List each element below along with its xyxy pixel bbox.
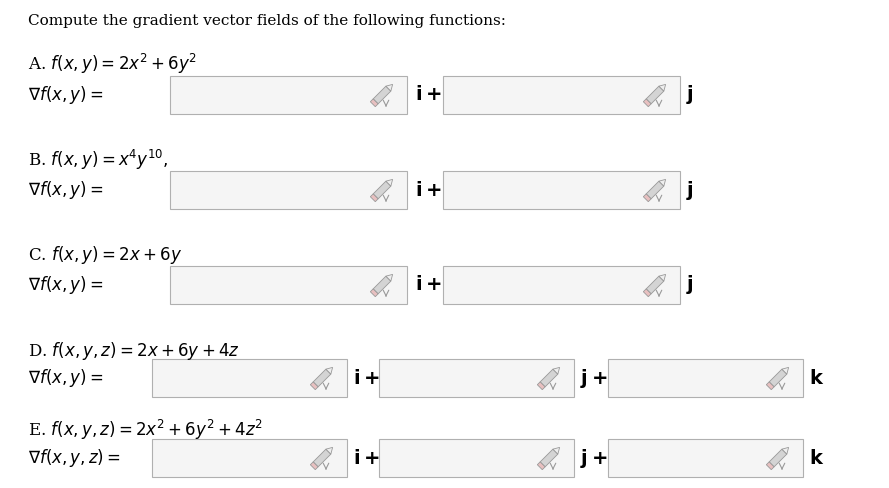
Polygon shape	[541, 369, 557, 387]
Polygon shape	[769, 449, 787, 467]
Text: $\mathbf{i+}$: $\mathbf{i+}$	[353, 448, 380, 468]
Polygon shape	[659, 84, 666, 91]
Polygon shape	[537, 462, 545, 469]
Polygon shape	[659, 180, 666, 186]
Polygon shape	[371, 194, 378, 202]
Text: $\mathbf{i+}$: $\mathbf{i+}$	[415, 85, 442, 104]
Text: $\mathbf{j}$: $\mathbf{j}$	[686, 83, 693, 106]
Polygon shape	[310, 462, 318, 469]
Polygon shape	[313, 369, 331, 387]
Polygon shape	[646, 276, 664, 294]
Polygon shape	[326, 367, 332, 374]
Text: $\mathbf{j+}$: $\mathbf{j+}$	[580, 366, 607, 389]
Bar	[152, 439, 347, 477]
Polygon shape	[386, 180, 393, 186]
Polygon shape	[766, 382, 774, 389]
Bar	[170, 76, 407, 114]
Polygon shape	[537, 382, 545, 389]
Text: $\nabla f(x, y) =$: $\nabla f(x, y) =$	[28, 84, 103, 106]
Polygon shape	[769, 369, 787, 387]
Text: $\mathbf{j}$: $\mathbf{j}$	[686, 179, 693, 202]
Text: $\mathbf{i+}$: $\mathbf{i+}$	[415, 276, 442, 294]
Polygon shape	[782, 367, 789, 374]
Polygon shape	[313, 449, 331, 467]
Text: D. $f(x, y, z) = 2x + 6y + 4z$: D. $f(x, y, z) = 2x + 6y + 4z$	[28, 340, 240, 362]
Text: $\mathbf{k}$: $\mathbf{k}$	[809, 368, 824, 387]
Polygon shape	[646, 86, 664, 104]
Text: Compute the gradient vector fields of the following functions:: Compute the gradient vector fields of th…	[28, 14, 506, 28]
Text: $\mathbf{j}$: $\mathbf{j}$	[686, 273, 693, 297]
Text: $\nabla f(x, y) =$: $\nabla f(x, y) =$	[28, 179, 103, 201]
Bar	[152, 359, 347, 397]
Polygon shape	[326, 447, 332, 454]
Polygon shape	[386, 84, 393, 91]
Polygon shape	[644, 194, 651, 202]
Bar	[443, 266, 680, 304]
Polygon shape	[644, 99, 651, 107]
Text: $\mathbf{i+}$: $\mathbf{i+}$	[415, 181, 442, 200]
Text: $\nabla f(x, y) =$: $\nabla f(x, y) =$	[28, 367, 103, 389]
Polygon shape	[373, 276, 391, 294]
Text: E. $f(x, y, z) = 2x^2 + 6y^2 + 4z^2$: E. $f(x, y, z) = 2x^2 + 6y^2 + 4z^2$	[28, 418, 263, 442]
Text: $\nabla f(x, y) =$: $\nabla f(x, y) =$	[28, 274, 103, 296]
Bar	[379, 359, 574, 397]
Text: C. $f(x, y) = 2x + 6y$: C. $f(x, y) = 2x + 6y$	[28, 244, 182, 266]
Polygon shape	[373, 86, 391, 104]
Polygon shape	[371, 99, 378, 107]
Polygon shape	[371, 289, 378, 297]
Text: $\nabla f(x, y, z) =$: $\nabla f(x, y, z) =$	[28, 447, 121, 469]
Bar	[443, 171, 680, 209]
Polygon shape	[386, 274, 393, 281]
Polygon shape	[541, 449, 557, 467]
Polygon shape	[553, 367, 559, 374]
Text: $\mathbf{k}$: $\mathbf{k}$	[809, 448, 824, 468]
Bar	[608, 359, 803, 397]
Polygon shape	[553, 447, 559, 454]
Text: A. $f(x, y) = 2x^2 + 6y^2$: A. $f(x, y) = 2x^2 + 6y^2$	[28, 52, 197, 76]
Polygon shape	[782, 447, 789, 454]
Polygon shape	[310, 382, 318, 389]
Bar	[170, 171, 407, 209]
Bar	[379, 439, 574, 477]
Text: $\mathbf{i+}$: $\mathbf{i+}$	[353, 368, 380, 387]
Polygon shape	[766, 462, 774, 469]
Polygon shape	[373, 181, 391, 199]
Bar	[608, 439, 803, 477]
Bar	[170, 266, 407, 304]
Polygon shape	[659, 274, 666, 281]
Polygon shape	[646, 181, 664, 199]
Text: B. $f(x, y) = x^4y^{10},$: B. $f(x, y) = x^4y^{10},$	[28, 148, 169, 172]
Text: $\mathbf{j+}$: $\mathbf{j+}$	[580, 447, 607, 469]
Polygon shape	[644, 289, 651, 297]
Bar	[443, 76, 680, 114]
